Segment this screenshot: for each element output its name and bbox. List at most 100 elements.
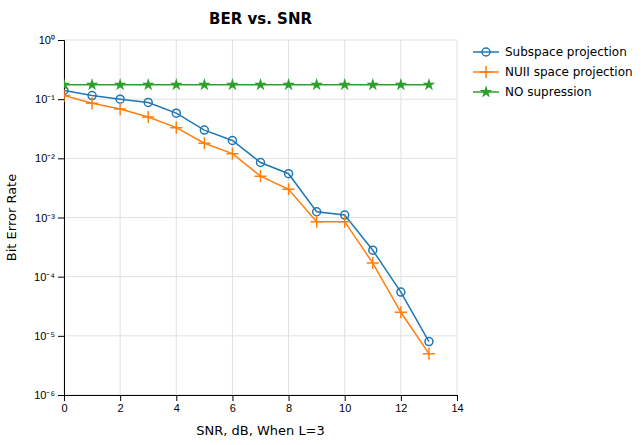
x-tick-label: 4 bbox=[174, 402, 180, 414]
series-point bbox=[282, 78, 295, 90]
series-point bbox=[313, 208, 321, 216]
series-point bbox=[228, 137, 236, 145]
grid-line-y bbox=[64, 40, 457, 41]
x-tick-label: 14 bbox=[451, 402, 463, 414]
x-tick: 14 bbox=[451, 395, 463, 414]
x-tick: 12 bbox=[395, 395, 407, 414]
x-tick-mark bbox=[232, 395, 233, 401]
x-tick-mark bbox=[120, 395, 121, 401]
legend-item: Subspace projection bbox=[473, 45, 627, 59]
legend-item: NO supression bbox=[473, 85, 592, 99]
y-tick: 10⁻⁶ bbox=[34, 389, 64, 401]
y-tick-mark bbox=[58, 40, 64, 41]
x-axis: 0 2 4 6 8 10 12 14 bbox=[61, 395, 463, 414]
x-tick: 6 bbox=[230, 395, 236, 414]
grid-line-y bbox=[64, 335, 457, 336]
y-tick-label: 10⁻² bbox=[35, 152, 55, 164]
legend-line bbox=[473, 51, 499, 53]
series-line bbox=[64, 91, 429, 342]
series-point bbox=[423, 78, 436, 90]
series-point bbox=[86, 97, 98, 109]
series-point bbox=[283, 183, 295, 195]
title: BER vs. SNR bbox=[209, 10, 312, 28]
series-point bbox=[198, 78, 211, 90]
y-tick-mark bbox=[58, 336, 64, 337]
x-axis-line bbox=[65, 396, 458, 402]
series-point bbox=[172, 109, 180, 117]
x-tick-mark bbox=[401, 395, 402, 401]
series bbox=[64, 87, 433, 346]
plot: 0 2 4 6 8 10 12 14 10⁻⁶ 10⁻⁵ 10⁻⁴ 10⁻³ 10⁻² 10⁻¹ 10⁰ bbox=[34, 34, 464, 414]
grid-line-y bbox=[64, 217, 457, 218]
y-axis-line bbox=[58, 41, 65, 396]
y-tick-label: 10⁻¹ bbox=[35, 93, 55, 105]
y-tick-label: 10⁻⁵ bbox=[34, 330, 55, 342]
legend-label: NO supression bbox=[505, 85, 592, 99]
x-tick-label: 12 bbox=[395, 402, 407, 414]
x-tick: 2 bbox=[118, 395, 124, 414]
y-tick-label: 10⁻⁶ bbox=[34, 389, 55, 401]
series-point bbox=[86, 78, 99, 90]
series-point bbox=[226, 148, 238, 160]
y-tick-label: 10⁻³ bbox=[35, 212, 55, 224]
y-tick: 10⁻⁵ bbox=[34, 330, 64, 342]
series bbox=[64, 78, 435, 90]
series-point bbox=[114, 103, 126, 115]
y-tick-mark bbox=[58, 99, 64, 100]
series-point bbox=[64, 90, 70, 102]
series-point bbox=[395, 306, 407, 318]
legend-label: Subspace projection bbox=[505, 45, 627, 59]
x-tick-label: 2 bbox=[118, 402, 124, 414]
legend-symbol bbox=[482, 48, 490, 56]
y-tick-mark bbox=[58, 395, 64, 396]
x-tick: 10 bbox=[339, 395, 351, 414]
legend-label: NUII space projection bbox=[505, 65, 633, 79]
x-axis-title: SNR, dB, When L=3 bbox=[196, 423, 325, 438]
series-point bbox=[144, 98, 152, 106]
legend: Subspace projection NUII space projection… bbox=[473, 45, 633, 99]
x-tick-label: 8 bbox=[286, 402, 292, 414]
series-point bbox=[367, 257, 379, 269]
x-tick-mark bbox=[345, 395, 346, 401]
y-axis-title: Bit Error Rate bbox=[4, 174, 19, 261]
series-point bbox=[311, 216, 323, 228]
series-point bbox=[114, 78, 127, 90]
series-point bbox=[142, 78, 155, 90]
x-tick-mark bbox=[289, 395, 290, 401]
series-point bbox=[254, 170, 266, 182]
y-tick: 10⁻² bbox=[35, 152, 64, 164]
x-tick-label: 0 bbox=[61, 402, 67, 414]
series-point bbox=[369, 246, 377, 254]
data-area bbox=[64, 78, 435, 360]
series-point bbox=[226, 78, 239, 90]
series-point bbox=[310, 78, 323, 90]
x-tick-mark bbox=[457, 395, 458, 401]
y-tick-label: 10⁻⁴ bbox=[34, 271, 55, 283]
series-point bbox=[198, 137, 210, 149]
y-tick: 10⁻³ bbox=[35, 212, 64, 224]
series-point bbox=[142, 111, 154, 123]
series-point bbox=[366, 78, 379, 90]
x-tick-label: 10 bbox=[339, 402, 351, 414]
grid bbox=[64, 40, 457, 395]
series-point bbox=[170, 122, 182, 134]
y-tick-label: 10⁰ bbox=[39, 34, 55, 46]
legend-symbol bbox=[480, 66, 492, 78]
x-tick-label: 6 bbox=[230, 402, 236, 414]
x-tick: 0 bbox=[61, 395, 67, 414]
series-point bbox=[397, 288, 405, 296]
y-tick-mark bbox=[58, 277, 64, 278]
series-point bbox=[395, 78, 408, 90]
y-tick-mark bbox=[58, 218, 64, 219]
series-point bbox=[170, 78, 183, 90]
grid-line-y bbox=[64, 276, 457, 277]
chart: 0 2 4 6 8 10 12 14 10⁻⁶ 10⁻⁵ 10⁻⁴ 10⁻³ 10⁻² 10⁻¹ 10⁰ BE… bbox=[0, 0, 642, 445]
x-tick: 8 bbox=[286, 395, 292, 414]
series-point bbox=[64, 78, 70, 90]
series-line bbox=[64, 96, 429, 354]
y-axis: 10⁻⁶ 10⁻⁵ 10⁻⁴ 10⁻³ 10⁻² 10⁻¹ 10⁰ bbox=[34, 34, 64, 401]
y-tick: 10⁰ bbox=[39, 34, 64, 46]
legend-item: NUII space projection bbox=[473, 65, 633, 79]
y-tick: 10⁻⁴ bbox=[34, 271, 64, 283]
legend-symbol bbox=[480, 85, 493, 97]
